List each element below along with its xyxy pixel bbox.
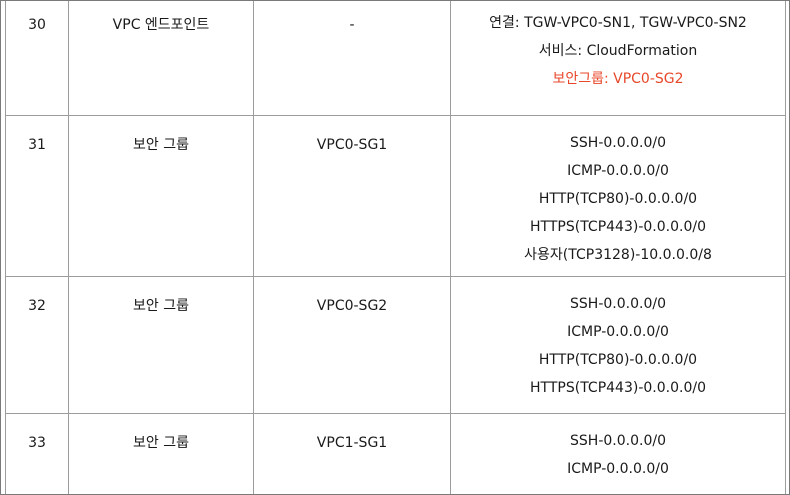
detail-line: 사용자(TCP3128)-10.0.0.0/8: [524, 247, 712, 263]
resource-type: 보안 그룹: [68, 115, 254, 277]
resource-details: SSH-0.0.0.0/0 ICMP-0.0.0.0/0 HTTP(TCP80)…: [450, 115, 786, 277]
resource-type: VPC 엔드포인트: [68, 1, 254, 116]
table-row: 31 보안 그룹 VPC0-SG1 SSH-0.0.0.0/0 ICMP-0.0…: [5, 115, 786, 277]
row-number: 30: [5, 1, 69, 116]
resource-name: -: [253, 1, 451, 116]
detail-line: HTTPS(TCP443)-0.0.0.0/0: [530, 219, 706, 235]
detail-line: HTTP(TCP80)-0.0.0.0/0: [538, 352, 698, 368]
detail-line-highlight: 보안그룹: VPC0-SG2: [552, 71, 684, 87]
row-number: 31: [5, 115, 69, 277]
resource-type: 보안 그룹: [68, 276, 254, 414]
resource-name: VPC0-SG2: [253, 276, 451, 414]
resource-details: 연결: TGW-VPC0-SN1, TGW-VPC0-SN2 서비스: Clou…: [450, 1, 786, 116]
detail-line: ICMP-0.0.0.0/0: [567, 163, 669, 179]
detail-line: SSH-0.0.0.0/0: [570, 135, 666, 151]
detail-line: 연결: TGW-VPC0-SN1, TGW-VPC0-SN2: [489, 15, 747, 31]
table-row: 30 VPC 엔드포인트 - 연결: TGW-VPC0-SN1, TGW-VPC…: [5, 1, 786, 116]
detail-line: HTTP(TCP80)-0.0.0.0/0: [538, 191, 698, 207]
row-number: 32: [5, 276, 69, 414]
resource-table: 30 VPC 엔드포인트 - 연결: TGW-VPC0-SN1, TGW-VPC…: [5, 1, 786, 494]
resource-details: SSH-0.0.0.0/0 ICMP-0.0.0.0/0 HTTP(TCP80)…: [450, 276, 786, 414]
detail-line: SSH-0.0.0.0/0: [570, 433, 666, 449]
table-row: 32 보안 그룹 VPC0-SG2 SSH-0.0.0.0/0 ICMP-0.0…: [5, 276, 786, 414]
detail-line: HTTPS(TCP443)-0.0.0.0/0: [530, 380, 706, 396]
resource-type: 보안 그룹: [68, 413, 254, 494]
resource-name: VPC1-SG1: [253, 413, 451, 494]
resource-table-body: 30 VPC 엔드포인트 - 연결: TGW-VPC0-SN1, TGW-VPC…: [5, 1, 786, 494]
row-number: 33: [5, 413, 69, 494]
table-row: 33 보안 그룹 VPC1-SG1 SSH-0.0.0.0/0 ICMP-0.0…: [5, 413, 786, 494]
detail-line: ICMP-0.0.0.0/0: [567, 461, 669, 477]
resource-details: SSH-0.0.0.0/0 ICMP-0.0.0.0/0: [450, 413, 786, 494]
detail-line: SSH-0.0.0.0/0: [570, 296, 666, 312]
detail-line: 서비스: CloudFormation: [538, 43, 698, 59]
resource-name: VPC0-SG1: [253, 115, 451, 277]
detail-line: ICMP-0.0.0.0/0: [567, 324, 669, 340]
